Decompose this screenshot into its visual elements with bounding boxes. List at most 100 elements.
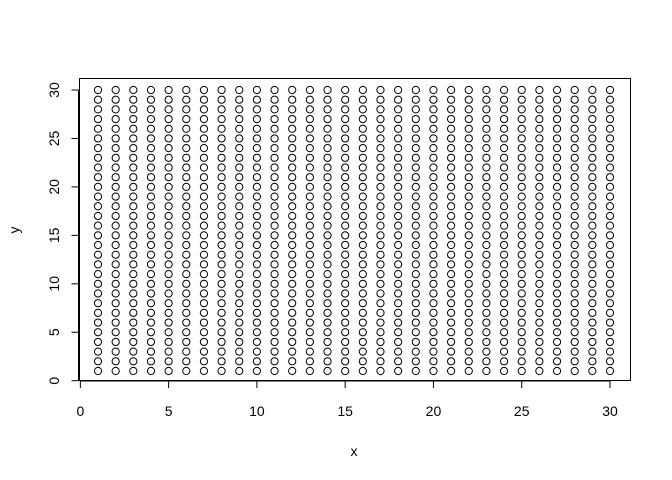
data-point — [146, 153, 156, 162]
data-point — [376, 95, 385, 104]
data-point — [588, 250, 597, 259]
data-point — [323, 289, 332, 298]
data-point — [517, 134, 526, 143]
x-tick-label: 5 — [165, 403, 173, 419]
data-point — [235, 202, 244, 211]
data-point — [182, 328, 191, 337]
data-point — [394, 347, 403, 356]
data-point — [482, 163, 491, 172]
data-point — [552, 192, 562, 201]
data-point — [323, 240, 332, 250]
data-point — [146, 366, 156, 376]
y-axis-title: y — [6, 227, 22, 234]
data-point — [570, 95, 579, 104]
data-point — [323, 231, 332, 240]
data-point — [217, 144, 226, 153]
data-point — [517, 153, 526, 162]
data-point — [482, 153, 491, 162]
data-point — [270, 260, 279, 269]
data-point — [570, 202, 579, 211]
data-point — [235, 366, 244, 376]
data-point — [252, 328, 261, 337]
data-point — [146, 231, 156, 240]
data-point — [376, 105, 385, 114]
data-point — [464, 250, 473, 259]
data-point — [447, 366, 456, 376]
data-point — [429, 163, 438, 172]
data-point — [182, 347, 191, 356]
data-point — [394, 250, 403, 259]
data-point — [552, 85, 562, 95]
data-point — [182, 182, 191, 191]
data-point — [499, 357, 509, 366]
data-point — [552, 357, 562, 366]
data-point — [464, 95, 473, 104]
data-point — [199, 289, 209, 298]
data-point — [93, 144, 103, 153]
data-point — [341, 328, 350, 337]
data-point — [146, 182, 156, 191]
data-point — [517, 173, 526, 182]
data-point — [376, 211, 385, 221]
data-point — [129, 289, 138, 298]
data-point — [146, 192, 156, 201]
data-point — [411, 211, 420, 221]
data-point — [482, 289, 491, 298]
data-point — [358, 124, 367, 133]
data-point — [129, 114, 138, 124]
data-point — [129, 328, 138, 337]
x-tick-label: 15 — [337, 403, 353, 419]
data-point — [270, 211, 279, 221]
data-point — [482, 105, 491, 114]
data-point — [93, 357, 103, 366]
data-point — [429, 347, 438, 356]
data-point — [411, 279, 420, 288]
data-point — [146, 318, 156, 327]
data-point — [588, 328, 597, 337]
data-point — [588, 270, 597, 279]
data-point — [570, 299, 579, 308]
data-point — [235, 163, 244, 172]
data-point — [146, 163, 156, 172]
data-point — [182, 192, 191, 201]
data-point — [341, 231, 350, 240]
data-point — [447, 211, 456, 221]
data-point — [358, 250, 367, 259]
data-point — [341, 153, 350, 162]
data-point — [376, 260, 385, 269]
data-point — [252, 182, 261, 191]
data-point — [411, 163, 420, 172]
data-point — [129, 85, 138, 95]
data-point — [464, 318, 473, 327]
data-point — [447, 318, 456, 327]
data-point — [129, 318, 138, 327]
data-point — [517, 270, 526, 279]
data-point — [341, 221, 350, 230]
data-point — [411, 153, 420, 162]
data-point — [429, 114, 438, 124]
data-point — [305, 240, 314, 250]
data-point — [305, 124, 314, 133]
data-point — [323, 144, 332, 153]
data-point — [482, 85, 491, 95]
data-point — [305, 85, 314, 95]
data-point — [499, 85, 509, 95]
data-point — [111, 124, 120, 133]
data-point — [535, 144, 544, 153]
x-tick-label: 20 — [426, 403, 442, 419]
data-point — [217, 337, 226, 347]
data-point — [464, 144, 473, 153]
data-point — [129, 279, 138, 288]
data-point — [517, 144, 526, 153]
data-point — [305, 153, 314, 162]
data-point — [517, 211, 526, 221]
data-point — [482, 114, 491, 124]
data-point — [570, 85, 579, 95]
data-point — [535, 95, 544, 104]
data-point — [270, 299, 279, 308]
data-point — [146, 173, 156, 182]
data-point — [111, 337, 120, 347]
data-point — [235, 250, 244, 259]
data-point — [93, 231, 103, 240]
data-point — [146, 347, 156, 356]
